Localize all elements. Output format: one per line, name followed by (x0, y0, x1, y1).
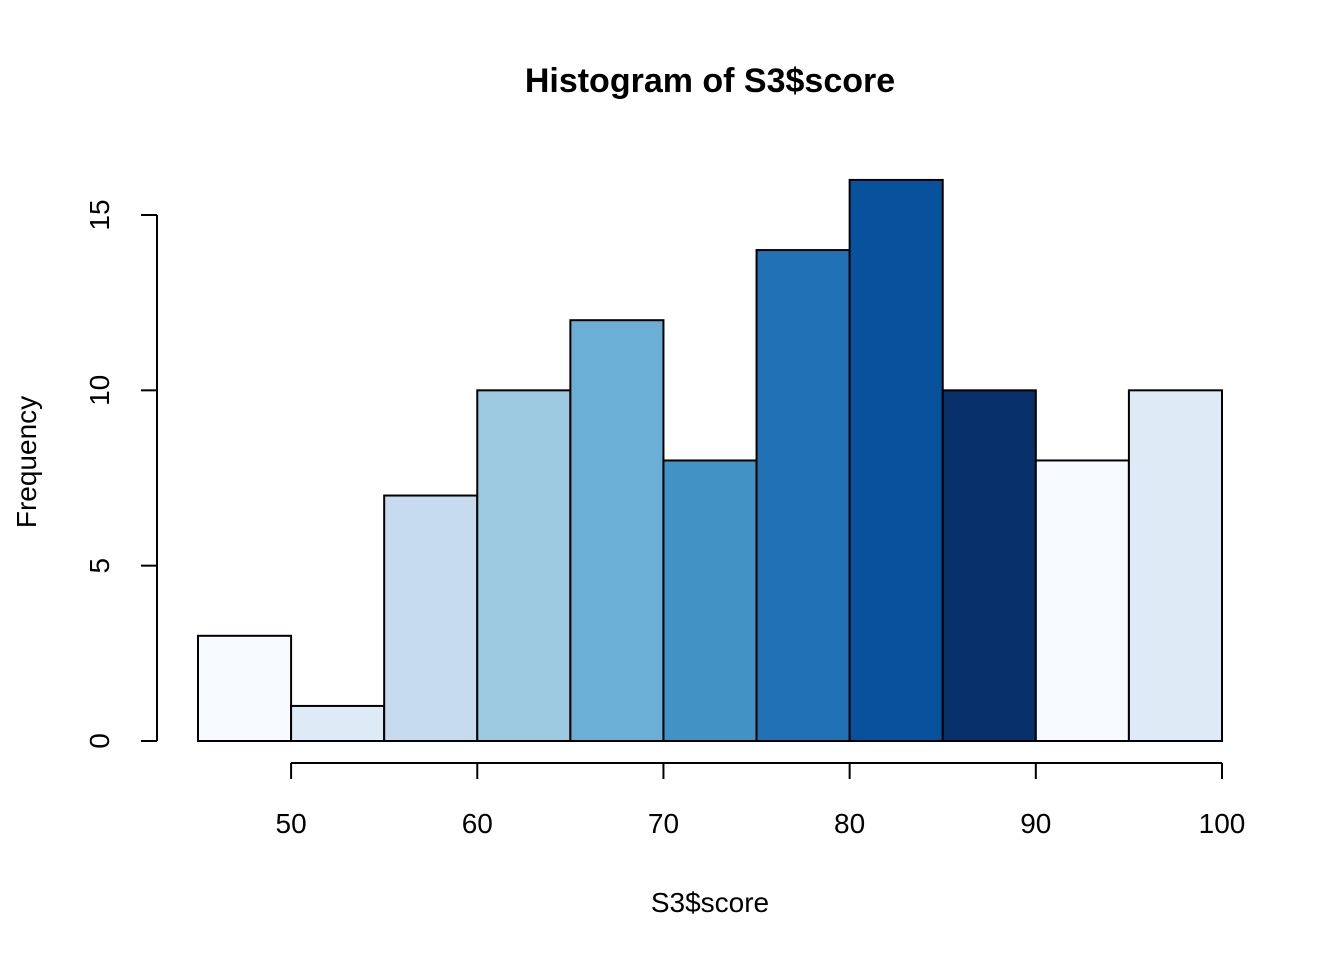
x-tick-label: 100 (1199, 808, 1246, 839)
x-axis-label: S3$score (651, 887, 769, 918)
x-tick-label: 90 (1020, 808, 1051, 839)
histogram-bar (197, 634, 293, 742)
x-tick-label: 70 (648, 808, 679, 839)
histogram-bar (941, 389, 1037, 742)
chart-title: Histogram of S3$score (525, 62, 895, 100)
y-tick-label: 5 (84, 558, 115, 574)
y-tick-label: 10 (84, 375, 115, 406)
histogram-bar (1127, 389, 1223, 742)
histogram-bar (848, 178, 944, 742)
histogram-bar (476, 389, 572, 742)
x-tick-label: 50 (276, 808, 307, 839)
x-axis: 50 60 70 80 90 100 (276, 762, 1246, 839)
x-tick-label: 80 (834, 808, 865, 839)
histogram-bar (569, 319, 665, 742)
x-tick-label: 60 (462, 808, 493, 839)
histogram-bar (662, 459, 758, 742)
bars-group (197, 178, 1223, 743)
histogram-bar (290, 704, 386, 743)
y-tick-label: 15 (84, 199, 115, 230)
histogram-bar (383, 494, 479, 742)
y-axis: 0 5 10 15 (84, 199, 158, 749)
y-axis-label: Frequency (11, 396, 42, 528)
histogram-bar (755, 249, 851, 742)
histogram-bar (1034, 459, 1130, 742)
y-tick-label: 0 (84, 733, 115, 749)
